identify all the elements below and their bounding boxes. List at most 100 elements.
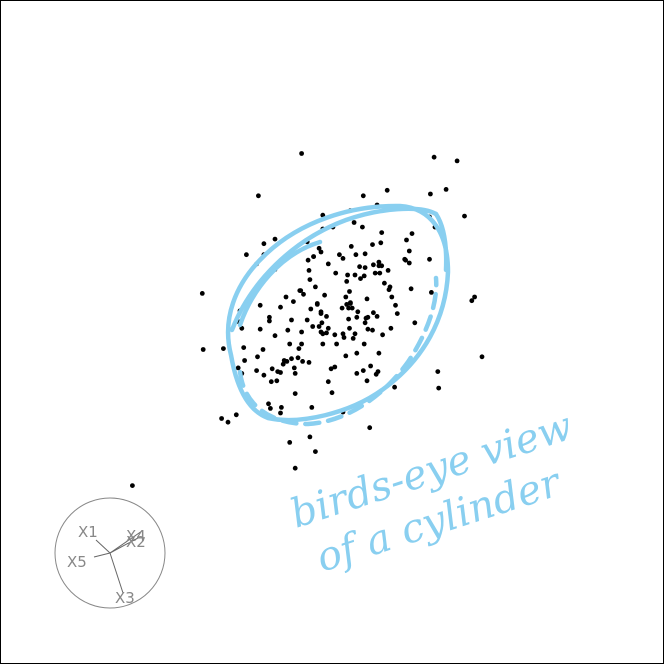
data-point — [368, 363, 373, 369]
data-point — [355, 309, 361, 315]
data-point — [365, 314, 371, 320]
data-point — [291, 299, 296, 304]
data-point — [283, 294, 289, 300]
data-point — [255, 354, 260, 360]
data-point — [354, 371, 360, 376]
data-point — [299, 329, 304, 335]
data-point — [130, 483, 135, 488]
data-point — [307, 277, 313, 282]
data-point — [296, 346, 302, 351]
data-point — [274, 378, 280, 384]
data-point — [292, 465, 298, 471]
top-edge-stroke — [229, 206, 439, 333]
data-point — [332, 332, 338, 338]
data-point — [377, 270, 383, 276]
data-point — [370, 327, 375, 333]
data-point — [299, 151, 304, 156]
data-point — [376, 259, 382, 265]
data-point — [314, 302, 320, 307]
data-point — [304, 317, 310, 323]
data-point — [295, 355, 301, 361]
cylinder-sketch — [225, 203, 451, 427]
data-point — [378, 240, 384, 246]
data-point — [371, 310, 376, 316]
data-point — [278, 410, 283, 416]
data-point — [257, 302, 263, 308]
data-point — [380, 332, 385, 338]
data-point — [362, 320, 368, 326]
data-point — [272, 236, 278, 242]
data-point — [309, 405, 315, 410]
data-point — [408, 286, 414, 292]
data-point — [409, 231, 415, 237]
data-point — [372, 270, 378, 276]
data-point — [289, 356, 294, 362]
data-point — [371, 262, 376, 268]
data-point — [316, 324, 322, 329]
data-point — [379, 263, 385, 269]
data-point — [388, 325, 394, 331]
data-point — [305, 257, 311, 263]
data-point — [318, 311, 324, 316]
data-point — [306, 268, 312, 273]
axis-line-x4 — [109, 530, 143, 554]
data-point — [428, 191, 433, 197]
data-point — [354, 314, 360, 320]
data-point — [364, 378, 370, 384]
data-point — [318, 249, 324, 255]
data-point — [200, 347, 206, 352]
data-point — [469, 298, 475, 304]
data-point — [346, 305, 351, 311]
data-point — [382, 280, 387, 286]
data-point — [279, 405, 284, 410]
data-point — [394, 311, 400, 316]
data-point — [365, 326, 371, 332]
data-point — [349, 305, 355, 311]
data-point — [233, 412, 239, 418]
data-point — [346, 316, 351, 322]
inner-arc-stroke — [237, 239, 323, 328]
data-point — [360, 368, 366, 373]
data-point — [299, 341, 304, 347]
data-point — [348, 300, 353, 305]
axis-label-x4: X4 — [126, 527, 146, 545]
data-point — [364, 296, 370, 302]
data-point — [256, 193, 261, 199]
data-point — [318, 329, 324, 335]
data-point — [345, 272, 350, 278]
data-point — [301, 291, 306, 297]
axis-label-x2: X2 — [126, 533, 146, 551]
data-point — [278, 304, 283, 310]
data-point — [241, 345, 247, 350]
data-point — [347, 289, 352, 294]
data-point — [254, 368, 259, 373]
data-point — [362, 265, 368, 270]
data-point — [340, 256, 346, 261]
data-point — [351, 220, 357, 225]
axis-line-x2 — [109, 537, 139, 554]
data-point — [322, 292, 327, 298]
axis-label-x1: X1 — [78, 523, 98, 541]
axes-guide-circle — [54, 497, 166, 609]
data-point — [313, 284, 318, 290]
data-point — [406, 260, 412, 266]
data-point — [324, 330, 329, 336]
data-point — [272, 333, 278, 339]
data-point — [281, 358, 287, 363]
data-point — [393, 302, 398, 308]
data-point — [292, 371, 298, 376]
data-point — [287, 341, 293, 347]
data-point — [387, 284, 393, 290]
data-point — [225, 419, 231, 425]
data-point — [361, 273, 367, 279]
data-point — [436, 385, 442, 391]
data-point — [354, 350, 360, 356]
data-point — [376, 350, 382, 356]
data-point — [332, 364, 338, 370]
data-point — [287, 440, 293, 445]
data-point — [311, 254, 316, 259]
data-point — [340, 331, 346, 337]
data-point — [329, 390, 335, 396]
data-point — [350, 336, 356, 341]
